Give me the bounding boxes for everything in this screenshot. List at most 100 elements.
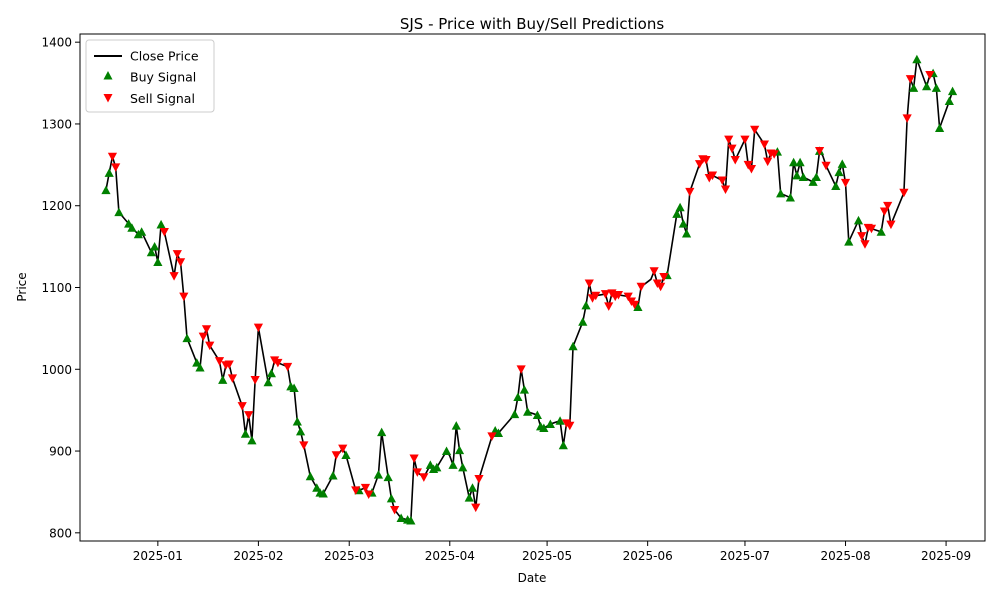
sell-signal-marker — [656, 282, 666, 292]
chart-title: SJS - Price with Buy/Sell Predictions — [400, 15, 664, 33]
buy-signal-marker — [218, 375, 228, 384]
buy-signal-marker — [192, 358, 202, 367]
buy-signal-marker — [519, 385, 529, 394]
x-tick-label: 2025-02 — [233, 549, 283, 563]
buy-signal-marker — [146, 247, 156, 257]
sell-signal-marker — [613, 290, 624, 300]
buy-signal-marker — [672, 209, 682, 218]
buy-signal-marker — [675, 202, 685, 212]
y-tick-label: 1100 — [41, 281, 72, 295]
buy-signal-marker — [114, 207, 124, 217]
sell-signal-marker — [516, 365, 526, 374]
sell-signal-marker — [250, 375, 260, 385]
buy-signal-marker — [798, 172, 808, 182]
sell-signal-marker — [205, 341, 215, 351]
y-tick-label: 1400 — [41, 36, 72, 50]
y-tick-label: 1300 — [41, 117, 72, 131]
buy-signal-marker — [789, 157, 799, 167]
sell-signal-marker — [720, 185, 731, 194]
buy-signal-marker — [195, 363, 205, 372]
buy-signal-marker — [289, 383, 299, 392]
buy-signal-marker — [912, 54, 922, 64]
sell-signal-marker — [636, 282, 646, 292]
sell-signal-marker — [253, 323, 264, 333]
x-tick-label: 2025-01 — [133, 549, 183, 563]
sell-signal-marker — [623, 292, 633, 302]
y-tick-label: 1200 — [41, 199, 72, 213]
buy-signal-marker — [150, 242, 160, 251]
buy-signal-marker — [493, 428, 504, 437]
sell-signal-marker — [282, 362, 293, 372]
buy-signal-marker — [467, 483, 478, 492]
buy-signal-marker — [934, 123, 945, 132]
sell-signal-marker — [649, 267, 659, 276]
x-tick-label: 2025-03 — [324, 549, 374, 563]
buy-signal-marker — [137, 227, 147, 236]
buy-signal-marker — [454, 445, 465, 455]
buy-signal-marker — [247, 435, 257, 445]
sell-signal-marker — [584, 279, 594, 289]
buy-signal-marker — [448, 460, 458, 469]
buy-signal-marker — [513, 392, 523, 401]
buy-signal-marker — [441, 446, 452, 455]
sell-signal-marker — [707, 171, 718, 181]
legend-buy-signal-label: Buy Signal — [130, 70, 196, 85]
legend-close-price-label: Close Price — [130, 49, 199, 64]
x-tick-label: 2025-04 — [425, 549, 475, 563]
sell-signal-marker — [866, 224, 877, 234]
plot-area: 2025-01 2025-02 2025-03 2025-04 2025-05 2025-… — [41, 33, 986, 563]
sell-signal-marker — [331, 451, 341, 460]
legend-sell-signal-swatch — [103, 94, 113, 103]
sell-signal-marker — [821, 161, 831, 171]
y-tick-label: 800 — [49, 526, 72, 540]
buy-signal-marker — [837, 159, 847, 168]
sell-signal-marker — [840, 178, 851, 188]
buy-signal-marker — [305, 471, 315, 481]
x-tick-label: 2025-07 — [720, 549, 770, 563]
sell-signal-marker — [227, 374, 238, 383]
sell-signal-marker — [412, 468, 422, 477]
buy-signal-marker — [808, 177, 818, 186]
buy-signal-marker — [578, 317, 588, 326]
sell-signal-marker — [360, 483, 371, 493]
buy-signal-marker — [383, 472, 393, 482]
buy-signal-marker — [328, 470, 338, 480]
buy-signal-marker — [558, 440, 568, 450]
buy-signal-marker — [876, 227, 886, 236]
buy-signal-marker — [844, 237, 854, 246]
sell-signal-marker — [565, 421, 575, 431]
sell-signal-marker — [746, 165, 757, 174]
buy-signal-marker — [681, 228, 692, 238]
buy-signal-marker — [432, 462, 442, 472]
buy-signal-marker — [831, 181, 841, 191]
x-tick-label: 2025-09 — [921, 549, 971, 563]
sell-signal-marker — [769, 150, 779, 159]
sell-signal-marker — [727, 144, 737, 154]
buy-signal-marker — [545, 419, 555, 428]
buy-signal-marker — [539, 423, 549, 433]
sell-signal-marker — [902, 114, 912, 123]
sell-signal-series — [107, 70, 935, 515]
sell-signal-marker — [591, 291, 601, 301]
buy-signal-marker — [555, 416, 565, 425]
x-axis-ticks: 2025-01 2025-02 2025-03 2025-04 2025-05 2025-… — [133, 541, 971, 563]
sell-signal-marker — [237, 402, 247, 411]
buy-signal-marker — [104, 168, 114, 177]
sell-signal-marker — [750, 125, 760, 135]
buy-signal-marker — [295, 426, 306, 436]
sell-signal-marker — [630, 300, 640, 310]
x-axis-label: Date — [518, 571, 547, 585]
buy-signal-marker — [386, 493, 396, 503]
sell-signal-marker — [694, 160, 705, 169]
sell-signal-marker — [169, 272, 179, 281]
sell-signal-marker — [159, 227, 169, 237]
sell-signal-marker — [899, 188, 909, 198]
buy-signal-marker — [153, 257, 163, 267]
sell-signal-marker — [701, 156, 711, 165]
buy-signal-marker — [523, 407, 533, 416]
buy-signal-marker — [792, 170, 802, 180]
sell-signal-marker — [107, 152, 118, 162]
buy-signal-marker — [156, 219, 166, 229]
sell-signal-marker — [860, 240, 870, 249]
